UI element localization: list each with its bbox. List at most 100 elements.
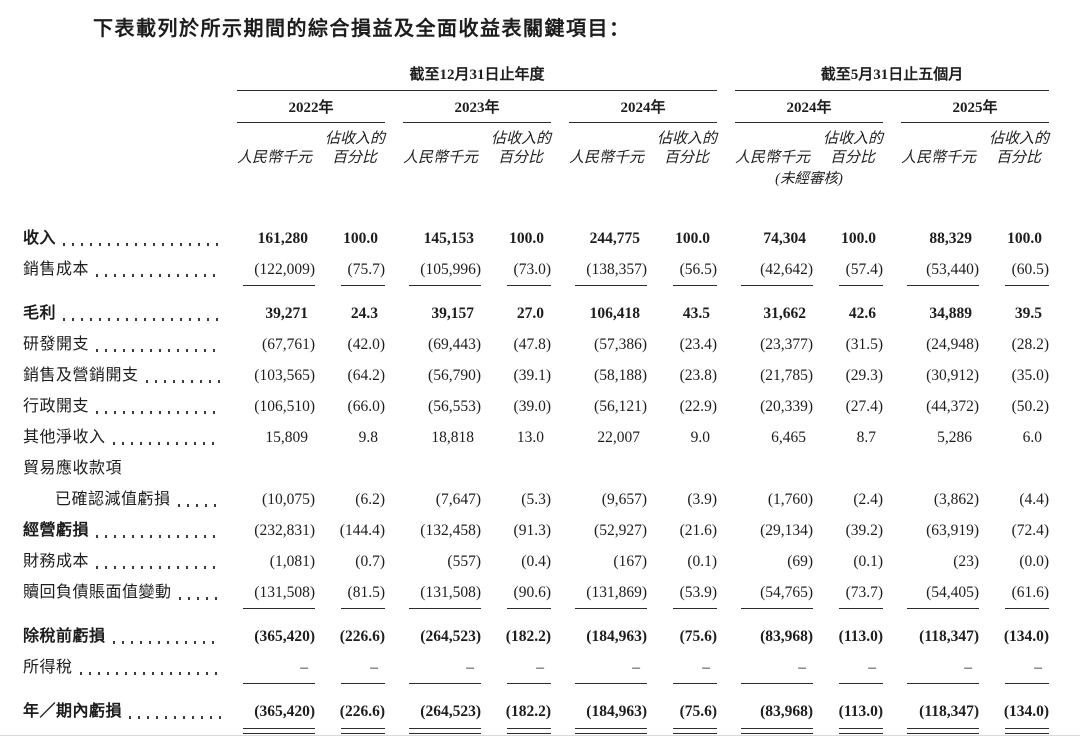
group-gap: [551, 649, 569, 680]
row-label: 財務成本: [23, 543, 237, 574]
pct-cell: (72.4): [1011, 522, 1050, 539]
pct-cell: (50.2): [1011, 398, 1050, 415]
year-header-row: 2022年 2023年 2024年 2024年 2025年: [23, 90, 1050, 123]
pct-cell: 100.0: [509, 230, 544, 247]
rule-segment: [735, 282, 814, 295]
group-gap: [385, 649, 403, 680]
amount-cell: (54,405): [926, 584, 980, 601]
table-row: 其他淨收入 15,809 9.8 18,818 13.0 22,007 9.0 6,465 8.…: [23, 419, 1049, 450]
pct-cell: 24.3: [350, 305, 378, 322]
pct-of-revenue-header: 佔收入的 百分比: [657, 131, 718, 166]
pct-cell: 13.0: [516, 429, 544, 446]
amount-cell: (42,642): [760, 261, 814, 278]
amount-cell: (20,339): [760, 398, 814, 415]
rule-segment: [237, 282, 315, 295]
group-gap: [883, 450, 901, 481]
rule-segment: [647, 680, 718, 693]
rule-segment: [403, 605, 481, 618]
rule-segment: [979, 724, 1050, 744]
pct-cell: –: [868, 659, 877, 676]
group-gap: [385, 481, 403, 512]
pct-cell: (226.6): [339, 628, 385, 645]
pct-cell: (21.6): [679, 522, 718, 539]
amount-cell: (118,347): [919, 703, 980, 720]
group-gap: [717, 724, 735, 744]
group-gap: [717, 251, 735, 282]
rule-segment: [315, 282, 385, 295]
group-gap: [385, 512, 403, 543]
group-gap: [883, 724, 901, 744]
pct-cell: (90.6): [513, 584, 551, 601]
amount-cell: 39,157: [431, 305, 474, 322]
table-header: 截至12月31日止年度 截至5月31日止五個月 2022年 2023年 2024…: [23, 65, 1050, 194]
period-group-annual: 截至12月31日止年度: [237, 65, 718, 91]
group-gap: [385, 693, 403, 724]
pct-cell: (144.4): [339, 522, 385, 539]
group-gap: [551, 724, 569, 744]
rule-segment: [647, 282, 718, 295]
rule-label-cell: [23, 282, 237, 295]
pct-cell: (6.2): [355, 491, 385, 508]
group-gap: [717, 574, 735, 605]
amount-unit-header: 人民幣千元: [569, 150, 645, 166]
group-gap: [883, 326, 901, 357]
group-gap: [717, 543, 735, 574]
group-gap: [883, 543, 901, 574]
pct-cell: (0.1): [853, 553, 884, 570]
amount-unit-header: 人民幣千元: [735, 150, 811, 166]
pct-cell: (0.0): [1019, 553, 1050, 570]
pct-cell: [979, 450, 1049, 481]
amount-cell: (122,009): [254, 261, 315, 278]
pct-cell: (4.4): [1019, 491, 1050, 508]
group-gap: [551, 543, 569, 574]
rule-segment: [901, 724, 980, 744]
pct-cell: (39.1): [513, 367, 551, 384]
year-header-2025-5m: 2025年: [901, 90, 1050, 123]
double-rule-row: [23, 724, 1050, 744]
rule-segment: [813, 724, 884, 744]
pct-of-revenue-header: 佔收入的 百分比: [989, 131, 1050, 166]
table-row: 收入 161,280 100.0 145,153 100.0 244,775 100.0 74…: [23, 220, 1049, 251]
table-row: 銷售及營銷開支 (103,565) (64.2) (56,790) (39.1) (58,…: [23, 357, 1049, 388]
group-gap: [385, 220, 403, 251]
amount-cell: 5,286: [937, 429, 973, 446]
dot-leader: [96, 274, 221, 277]
single-rule-row: [23, 605, 1050, 618]
group-gap: [385, 680, 403, 693]
pct-cell: (35.0): [1011, 367, 1050, 384]
amount-cell: [569, 450, 647, 481]
pct-cell: (29.3): [845, 367, 884, 384]
amount-cell: 106,418: [589, 305, 640, 322]
amount-cell: (103,565): [254, 367, 315, 384]
amount-cell: (184,963): [586, 628, 647, 645]
dot-leader: [96, 349, 221, 352]
group-gap: [551, 357, 569, 388]
group-gap: [385, 543, 403, 574]
pct-cell: (23.4): [679, 336, 718, 353]
pct-cell: 42.6: [848, 305, 877, 322]
amount-cell: (557): [447, 553, 481, 570]
group-gap: [551, 220, 569, 251]
table-row: 財務成本 (1,081) (0.7) (557) (0.4) (167) (0.1) (69)…: [23, 543, 1049, 574]
group-gap: [551, 481, 569, 512]
amount-cell: –: [798, 659, 807, 676]
pct-cell: (73.0): [513, 261, 551, 278]
group-gap: [717, 605, 735, 618]
table-row: 年／期內虧損 (365,420) (226.6) (264,523) (182.2) (1…: [23, 693, 1049, 724]
dot-leader: [63, 243, 221, 246]
rule-segment: [315, 605, 385, 618]
page-title: 下表載列於所示期間的綜合損益及全面收益表關鍵項目：: [93, 18, 631, 40]
rule-segment: [569, 282, 647, 295]
rule-label-cell: [23, 680, 237, 693]
group-gap: [717, 65, 735, 91]
unaudited-note: (未經審核): [775, 171, 843, 187]
rule-label-cell: [23, 605, 237, 618]
rule-segment: [735, 724, 814, 744]
group-gap: [717, 512, 735, 543]
pct-cell: (42.0): [347, 336, 385, 353]
amount-cell: 34,889: [929, 305, 973, 322]
group-gap: [551, 574, 569, 605]
single-rule-row: [23, 282, 1050, 295]
dot-leader: [79, 672, 221, 675]
pct-cell: (47.8): [513, 336, 551, 353]
